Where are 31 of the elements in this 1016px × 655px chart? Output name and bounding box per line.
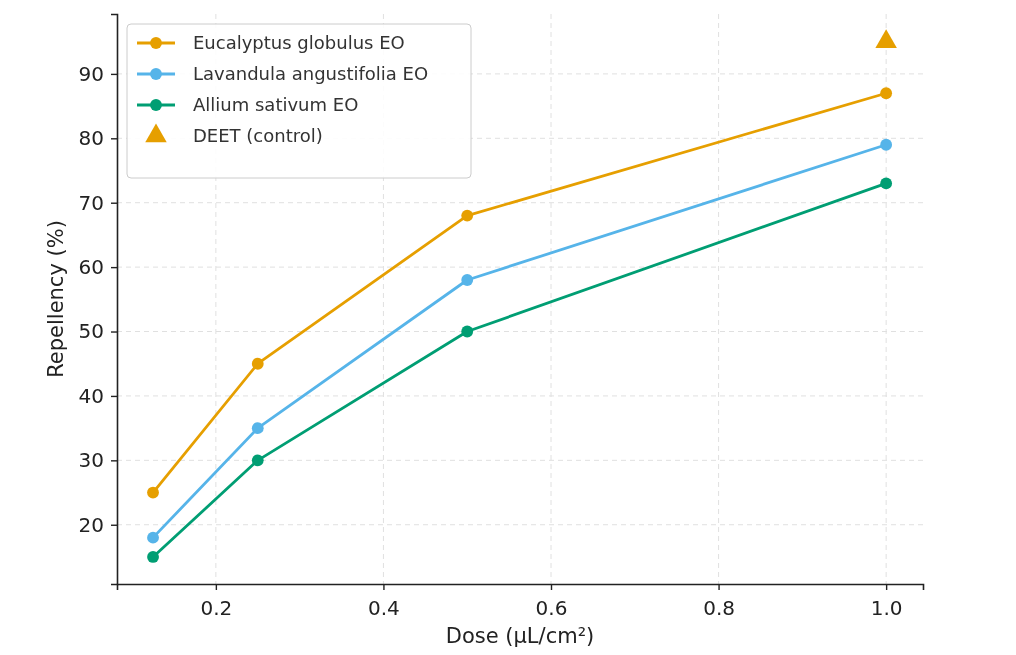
x-tick-label: 0.8 xyxy=(703,596,735,620)
legend-label: Allium sativum EO xyxy=(193,94,359,116)
point xyxy=(251,422,264,435)
y-tick-label: 70 xyxy=(78,190,104,215)
y-tick-label: 50 xyxy=(78,319,104,344)
y-tick-label: 30 xyxy=(78,448,104,473)
x-axis-title: Dose (µL/cm²) xyxy=(445,624,595,648)
x-tick-label: 0.4 xyxy=(368,596,400,620)
point xyxy=(461,325,474,338)
y-tick-label: 80 xyxy=(78,126,104,151)
legend-label: DEET (control) xyxy=(193,125,323,147)
x-tick-label: 0.6 xyxy=(535,596,568,620)
y-tick-label: 40 xyxy=(78,383,104,408)
point xyxy=(251,357,264,370)
legend-label: Lavandula angustifolia EO xyxy=(193,63,429,85)
x-tick-label: 0.2 xyxy=(200,596,233,620)
y-tick-label: 20 xyxy=(78,512,104,537)
point xyxy=(147,531,159,544)
legend-label: Eucalyptus globulus EO xyxy=(193,32,405,54)
y-tick-label: 60 xyxy=(78,255,104,280)
x-tick-label: 1.0 xyxy=(870,596,903,620)
point xyxy=(880,177,893,190)
point xyxy=(880,87,893,100)
y-tick-label: 90 xyxy=(78,61,104,86)
point xyxy=(251,454,264,467)
point xyxy=(461,274,474,286)
y-axis-title: Repellency (%) xyxy=(44,220,68,378)
point xyxy=(880,138,893,151)
point xyxy=(461,209,474,222)
point xyxy=(147,486,159,499)
point xyxy=(147,551,159,563)
